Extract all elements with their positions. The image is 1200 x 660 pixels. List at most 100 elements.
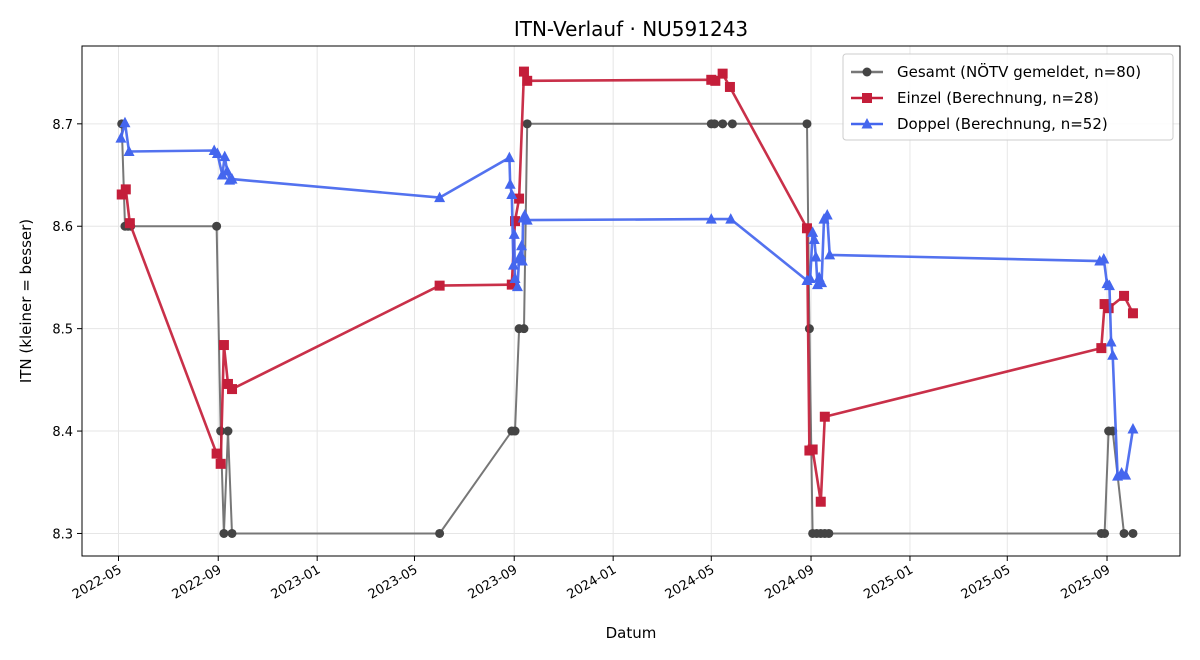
- series-layer: [115, 66, 1139, 538]
- data-point-doppel: [1098, 253, 1110, 264]
- data-point-doppel: [816, 276, 828, 288]
- data-point-einzel: [717, 68, 728, 79]
- data-point-gesamt: [510, 426, 520, 436]
- y-tick-label: 8.7: [52, 118, 73, 133]
- data-point-doppel: [434, 191, 446, 203]
- data-point-einzel: [434, 280, 445, 291]
- data-point-doppel: [1127, 423, 1139, 434]
- data-point-einzel: [522, 75, 533, 86]
- data-point-doppel: [506, 188, 518, 199]
- plot-frame: [81, 45, 1181, 557]
- legend-item-einzel: Einzel (Berechnung, n=28): [851, 89, 1099, 107]
- data-point-doppel: [521, 214, 533, 225]
- data-point-gesamt: [1119, 528, 1129, 538]
- data-point-einzel: [506, 279, 517, 290]
- y-tick-label: 8.4: [52, 425, 73, 440]
- x-axis-label: Datum: [606, 624, 657, 642]
- y-tick-label: 8.3: [52, 527, 73, 542]
- data-point-gesamt: [727, 119, 737, 129]
- data-point-gesamt: [824, 528, 834, 538]
- data-point-doppel: [807, 226, 819, 237]
- y-tick-label: 8.6: [52, 220, 73, 235]
- data-point-doppel: [725, 213, 737, 224]
- data-point-doppel: [221, 164, 233, 176]
- series-einzel: [116, 66, 1138, 507]
- data-point-doppel: [508, 228, 520, 239]
- series-doppel: [115, 116, 1139, 481]
- data-point-einzel: [801, 223, 812, 234]
- legend-label: Gesamt (NÖTV gemeldet, n=80): [897, 62, 1141, 81]
- data-point-einzel: [510, 216, 521, 227]
- data-point-doppel: [211, 147, 223, 159]
- data-point-einzel: [211, 448, 222, 459]
- legend-item-doppel: Doppel (Berechnung, n=52): [851, 115, 1108, 133]
- data-point-doppel: [511, 280, 523, 292]
- data-point-doppel: [119, 116, 131, 128]
- data-point-einzel: [120, 184, 131, 195]
- data-point-doppel: [515, 248, 527, 260]
- data-point-gesamt: [223, 426, 233, 436]
- data-point-einzel: [222, 378, 233, 389]
- data-point-doppel: [226, 173, 238, 184]
- series-line-einzel: [120, 70, 1135, 504]
- data-point-doppel: [509, 272, 521, 283]
- data-point-doppel: [123, 145, 135, 156]
- data-point-einzel: [124, 218, 135, 229]
- data-point-einzel: [514, 193, 525, 204]
- legend-box: [842, 53, 1174, 141]
- legend-item-gesamt: Gesamt (NÖTV gemeldet, n=80): [851, 62, 1141, 81]
- data-point-einzel: [1119, 290, 1130, 301]
- y-tick-label: 8.5: [52, 323, 73, 338]
- series-gesamt: [117, 119, 1138, 538]
- data-point-doppel: [821, 208, 833, 220]
- data-point-gesamt: [1100, 528, 1110, 538]
- data-point-doppel: [115, 132, 127, 143]
- legend-marker: [861, 118, 873, 129]
- data-point-einzel: [724, 81, 735, 92]
- data-point-gesamt: [802, 119, 812, 129]
- data-point-doppel: [1107, 349, 1119, 360]
- data-point-einzel: [710, 75, 721, 86]
- data-point-doppel: [808, 233, 820, 245]
- data-point-gesamt: [1128, 528, 1138, 538]
- data-point-gesamt: [710, 119, 720, 129]
- data-point-einzel: [227, 384, 238, 395]
- data-point-gesamt: [519, 324, 529, 334]
- data-point-doppel: [504, 178, 516, 189]
- data-point-doppel: [507, 259, 519, 270]
- data-point-doppel: [516, 255, 528, 266]
- data-point-gesamt: [219, 528, 229, 538]
- data-point-gesamt: [212, 221, 222, 231]
- data-point-doppel: [804, 272, 816, 283]
- legend-label: Einzel (Berechnung, n=28): [897, 89, 1099, 107]
- data-point-einzel: [1096, 343, 1107, 354]
- data-point-doppel: [1105, 335, 1117, 347]
- data-point-doppel: [219, 150, 231, 162]
- legend-label: Doppel (Berechnung, n=52): [897, 115, 1108, 133]
- y-axis-ticks: 8.3 8.4 8.5 8.6 8.7: [52, 118, 82, 542]
- data-point-gesamt: [522, 119, 532, 129]
- data-point-doppel: [516, 239, 528, 251]
- data-point-doppel: [503, 151, 515, 163]
- data-point-einzel: [218, 340, 229, 351]
- data-point-einzel: [807, 444, 818, 455]
- data-point-doppel: [1103, 279, 1115, 291]
- legend-marker: [862, 93, 872, 103]
- data-point-einzel: [1127, 308, 1138, 319]
- data-point-gesamt: [435, 528, 445, 538]
- data-point-einzel: [815, 496, 826, 507]
- chart-title: ITN-Verlauf · NU591243: [514, 17, 748, 41]
- data-point-einzel: [819, 411, 830, 422]
- data-point-doppel: [824, 248, 836, 260]
- data-point-gesamt: [227, 528, 237, 538]
- legend: Gesamt (NÖTV gemeldet, n=80) Einzel (Bere…: [842, 53, 1174, 141]
- data-point-einzel: [1103, 303, 1114, 314]
- legend-marker: [862, 67, 872, 77]
- data-point-doppel: [810, 250, 822, 262]
- data-point-doppel: [705, 213, 717, 224]
- data-point-einzel: [215, 458, 226, 469]
- data-point-gesamt: [718, 119, 728, 129]
- y-axis-label: ITN (kleiner = besser): [17, 219, 35, 383]
- data-point-doppel: [1120, 469, 1132, 480]
